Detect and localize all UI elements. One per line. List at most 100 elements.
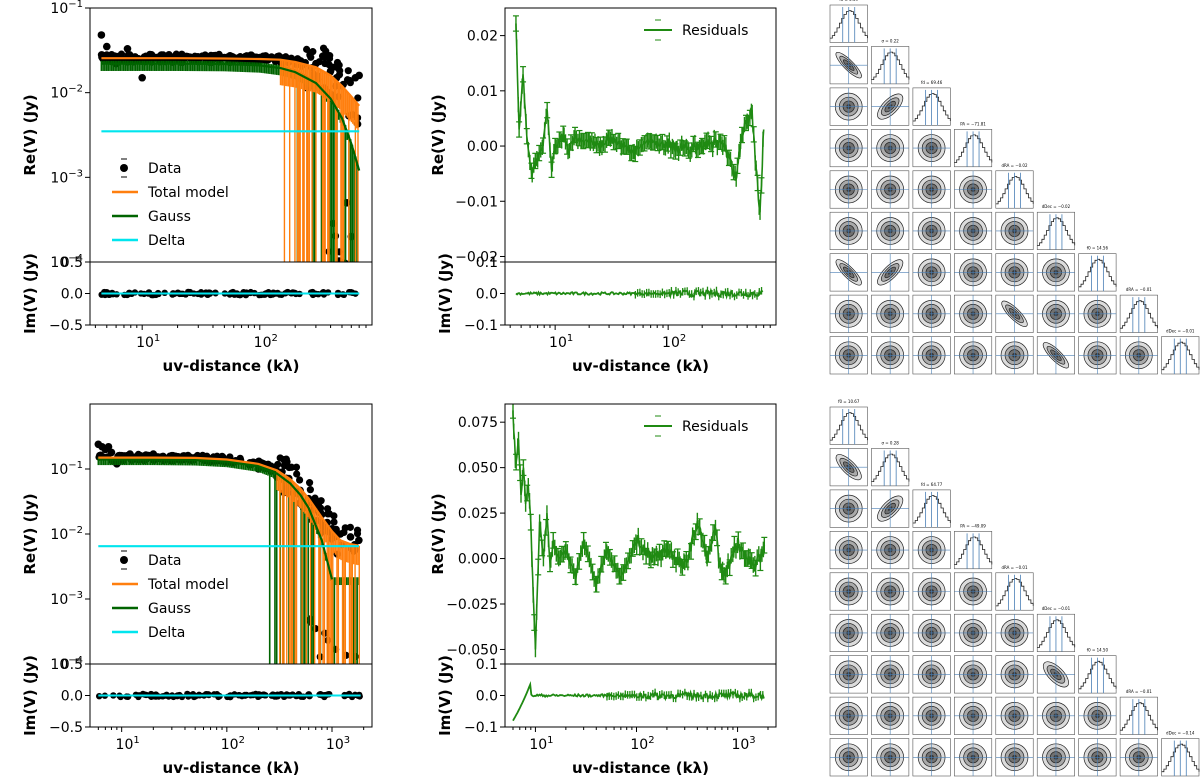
parameter-title: f0 = 14.56 (1087, 246, 1109, 251)
data-point (324, 510, 332, 518)
corner-contour-cell (954, 613, 993, 652)
legend-label: Residuals (682, 23, 748, 39)
sub-y-tick-label: 0.0 (476, 287, 498, 303)
x-tick-label: 102 (630, 735, 654, 753)
im-residuals-line (515, 287, 764, 300)
corner-contour-cell (829, 253, 868, 292)
sub-y-tick-label: −0.5 (49, 720, 83, 736)
data-point (307, 53, 315, 61)
data-point (342, 669, 349, 676)
x-axis-label: uv-distance (kλ) (572, 357, 709, 375)
corner-plot-bottom-right: f0 = 10.67 σ = 0.28 fd = 64.77 PA = −49.09 d… (829, 399, 1200, 777)
im-residuals-line (512, 680, 765, 722)
parameter-title: dDec = −0.01 (1042, 606, 1071, 611)
corner-contour-cell (995, 613, 1034, 652)
y-tick-label: −0.025 (446, 597, 498, 613)
x-tick-label: 103 (326, 735, 350, 753)
corner-contour-cell (1078, 294, 1117, 333)
data-point (333, 58, 342, 67)
gauss-line (101, 62, 361, 171)
data-point (321, 59, 329, 68)
parameter-title: dDec = −0.01 (1166, 329, 1195, 334)
corner-histogram: dRA = −0.01 (1119, 287, 1158, 333)
data-point (346, 533, 355, 541)
corner-contour-cell (829, 46, 868, 85)
legend-label: Data (148, 161, 181, 177)
im-data-point (276, 291, 283, 298)
corner-contour-cell (829, 448, 868, 487)
corner-contour-cell (912, 211, 951, 250)
corner-contour-cell (912, 696, 951, 735)
data-point (323, 505, 332, 513)
y-tick-label: 0.000 (458, 552, 498, 568)
data-point (312, 59, 320, 68)
sub-y-tick-label: 0.0 (61, 689, 83, 705)
data-point (304, 666, 311, 673)
legend: Data Total model Gauss Delta (112, 158, 229, 249)
sub-y-axis-label: Im(V) (Jy) (21, 253, 39, 334)
corner-contour-cell (829, 294, 868, 333)
data-point (344, 67, 352, 75)
sub-plot-area (98, 288, 360, 299)
corner-contour-cell (829, 738, 868, 777)
y-tick-label: 0.01 (467, 84, 498, 100)
corner-histogram: dRA = −0.02 (995, 163, 1034, 209)
im-data-point (231, 691, 238, 698)
parameter-title: σ = 0.28 (881, 440, 899, 445)
legend-label: Delta (148, 233, 185, 249)
sub-y-axis-label: Im(V) (Jy) (21, 655, 39, 736)
data-point (295, 476, 304, 484)
x-axis-label: uv-distance (kλ) (163, 759, 300, 777)
corner-contour-cell (954, 170, 993, 209)
data-point (292, 463, 301, 471)
corner-histogram: dDec = −0.02 (1036, 204, 1076, 250)
data-point (337, 679, 344, 686)
corner-contour-cell (871, 613, 910, 652)
y-tick-label: 0.075 (458, 415, 498, 431)
corner-histogram: fd = 64.77 (912, 482, 951, 528)
plot-area (97, 31, 363, 262)
corner-contour-cell (954, 572, 993, 611)
chart-panel-top-middle: 0.02 0.01 0.00 −0.01 −0.020.1 0.0 −0.1 101 102 Re… (429, 7, 777, 375)
x-tick-label: 101 (529, 735, 553, 753)
corner-histogram: PA = −49.09 (954, 523, 993, 570)
im-data-point (347, 289, 355, 296)
corner-histogram: dRA = −0.01 (1119, 689, 1158, 735)
corner-contour-cell (829, 489, 868, 528)
y-tick-label: 0.050 (458, 461, 498, 477)
data-point (354, 94, 362, 102)
sub-y-axis-label: Im(V) (Jy) (436, 253, 454, 334)
sub-y-tick-label: 0.1 (476, 255, 498, 271)
x-axis-label: uv-distance (kλ) (163, 357, 300, 375)
corner-contour-cell (871, 87, 910, 126)
total-model-line (98, 456, 360, 547)
sub-y-tick-label: 0.5 (61, 255, 83, 271)
sub-y-tick-label: −0.1 (464, 720, 498, 736)
sub-y-tick-label: −0.5 (49, 318, 83, 334)
data-point (341, 524, 349, 532)
corner-histogram: dDec = −0.01 (1036, 606, 1076, 652)
corner-contour-cell (1119, 738, 1158, 777)
corner-contour-cell (1036, 696, 1075, 735)
corner-contour-cell (954, 655, 993, 694)
plot-area (512, 15, 765, 220)
total-model-line (101, 57, 361, 107)
corner-histogram: PA = −71.81 (954, 121, 993, 168)
parameter-title: dDec = −0.02 (1042, 204, 1071, 209)
im-data-point (205, 691, 212, 698)
corner-contour-cell (995, 696, 1034, 735)
data-point (149, 450, 158, 458)
corner-histogram: f0 = 14.50 (1078, 648, 1117, 694)
data-point (355, 71, 363, 80)
corner-plot-top-right: f0 = 0.09 σ = 0.22 fd = 69.46 PA = −71.81 dR… (829, 0, 1200, 375)
parameter-title: fd = 69.46 (921, 80, 943, 85)
corner-contour-cell (829, 336, 868, 375)
corner-contour-cell (871, 336, 910, 375)
residuals-line (512, 410, 766, 650)
corner-contour-cell (871, 253, 910, 292)
corner-contour-cell (995, 738, 1034, 777)
y-tick-label: −0.050 (446, 642, 498, 658)
y-axis-label: Re(V) (Jy) (429, 94, 447, 175)
sub-y-tick-label: 0.5 (61, 657, 83, 673)
data-point (353, 526, 362, 534)
